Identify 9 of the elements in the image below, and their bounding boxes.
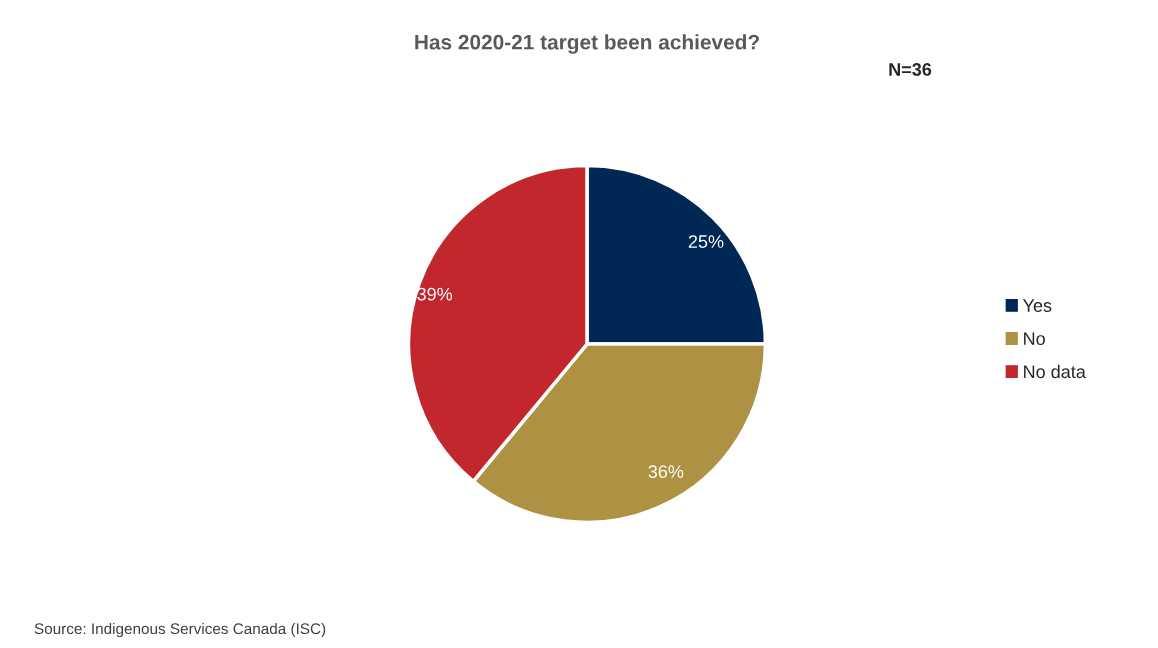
data-label: 36% [648,465,684,478]
chart-title: Has 2020-21 target been achieved? [415,34,759,54]
data-label: 39% [417,287,453,301]
legend-label: Yes [1022,299,1052,312]
legend-label: No [1024,332,1045,346]
legend-label: No data [1024,364,1086,379]
text: N=36 [889,63,932,76]
source-note: Source: Indigenous Services Canada (ISC) [34,622,326,638]
data-label: 25% [688,235,724,248]
